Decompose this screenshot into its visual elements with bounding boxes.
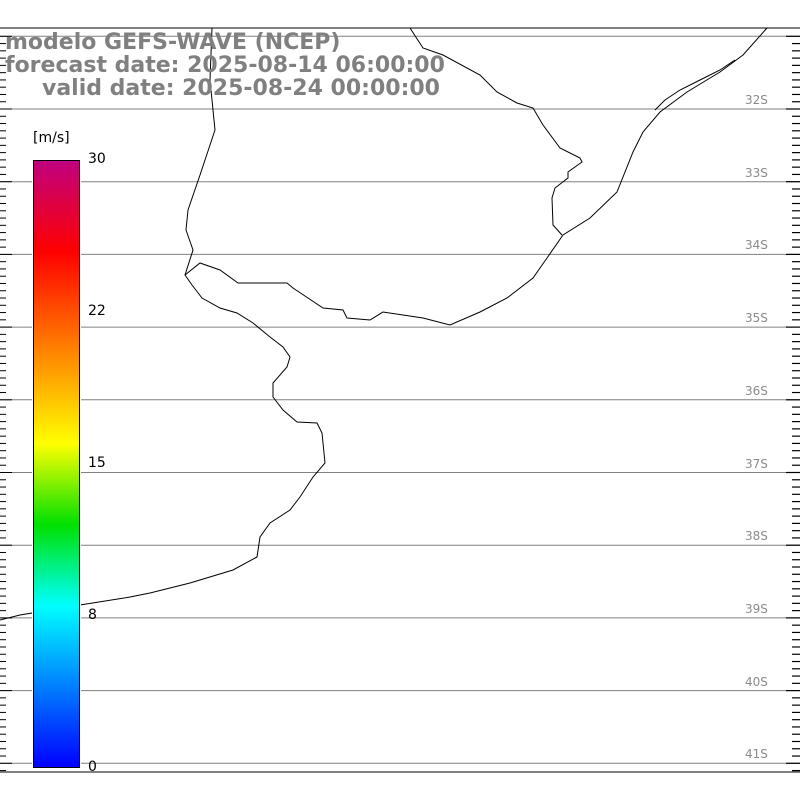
- latitude-label: 40S: [745, 674, 768, 689]
- colorbar-label-22: 22: [88, 303, 106, 319]
- coastline: [0, 27, 768, 621]
- colorbar-label-15: 15: [88, 455, 106, 471]
- colorbar-label-8: 8: [88, 607, 97, 623]
- coastline-uruguay-river: [184, 27, 216, 276]
- colorbar-label-0: 0: [88, 759, 97, 775]
- latitude-label: 37S: [745, 456, 768, 471]
- model-title: modelo GEFS-WAVE (NCEP): [5, 30, 341, 55]
- axis-ticks: [0, 27, 800, 773]
- colorbar: [32, 159, 81, 769]
- latitude-label: 32S: [745, 93, 768, 107]
- latitude-label: 39S: [745, 601, 768, 616]
- latitude-label: 34S: [745, 238, 768, 253]
- latitude-label: 33S: [745, 165, 768, 180]
- coastline-inland: [409, 27, 583, 236]
- latitude-label: 41S: [745, 747, 768, 762]
- colorbar-label-30: 30: [88, 151, 106, 167]
- latitude-label: 36S: [745, 383, 768, 398]
- latitude-label: 38S: [745, 529, 768, 544]
- coastline-atlantic: [0, 27, 768, 621]
- colorbar-unit: [m/s]: [33, 130, 70, 146]
- graticule: [0, 35, 800, 764]
- forecast-date: forecast date: 2025-08-14 06:00:00: [5, 53, 445, 78]
- latitude-label: 35S: [745, 311, 768, 326]
- valid-date: valid date: 2025-08-24 00:00:00: [42, 76, 440, 101]
- coastline-lagoon: [654, 59, 736, 111]
